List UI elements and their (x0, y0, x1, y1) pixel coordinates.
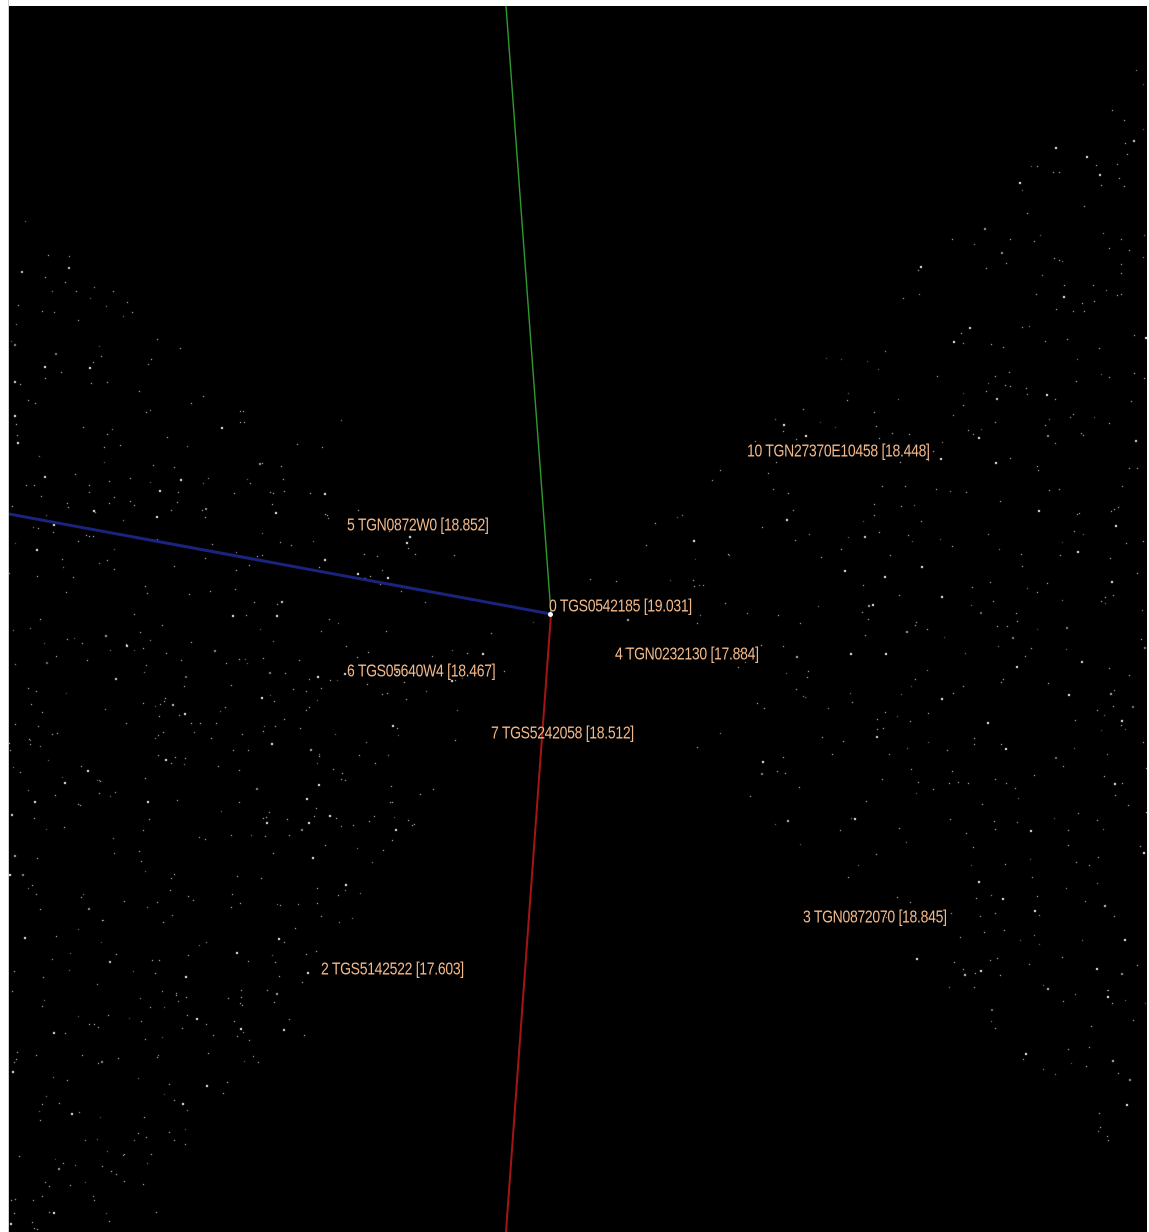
coordinate-axes (9, 6, 552, 1232)
x-axis-line (9, 512, 552, 616)
galaxy-label[interactable]: 0 TGS0542185 [19.031] (549, 595, 692, 615)
galaxy-label[interactable]: 5 TGN0872W0 [18.852] (347, 514, 489, 534)
galaxy-label[interactable]: 6 TGS05640W4 [18.467] (347, 660, 496, 680)
galaxy-point-cloud (9, 6, 1147, 1232)
z-axis-line (505, 613, 552, 1232)
galaxy-label[interactable]: 7 TGS5242058 [18.512] (491, 722, 634, 742)
window-left-edge (0, 0, 9, 1232)
galaxy-label[interactable]: 3 TGN0872070 [18.845] (803, 906, 947, 926)
origin-marker (548, 612, 553, 617)
galaxy-label[interactable]: 2 TGS5142522 [17.603] (321, 958, 464, 978)
galaxy-label[interactable]: 10 TGN27370E10458 [18.448] (747, 440, 930, 460)
galaxy-label[interactable]: 4 TGN0232130 [17.884] (615, 643, 759, 663)
y-axis-line (505, 6, 552, 615)
3d-viewport[interactable]: 10 TGN27370E10458 [18.448] 5 TGN0872W0 [… (9, 6, 1147, 1232)
